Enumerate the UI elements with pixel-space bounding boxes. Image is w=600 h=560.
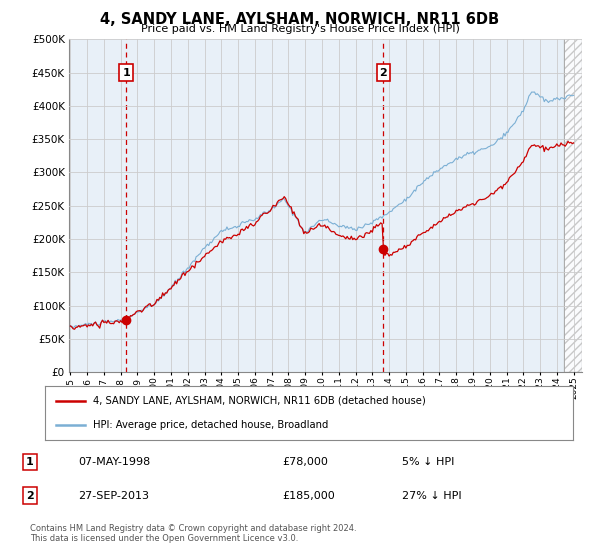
Text: 5% ↓ HPI: 5% ↓ HPI [402,457,454,467]
Text: 4, SANDY LANE, AYLSHAM, NORWICH, NR11 6DB (detached house): 4, SANDY LANE, AYLSHAM, NORWICH, NR11 6D… [92,396,425,406]
Text: £185,000: £185,000 [282,491,335,501]
Text: 1: 1 [122,68,130,77]
Text: 07-MAY-1998: 07-MAY-1998 [78,457,150,467]
Bar [564,39,582,372]
Text: HPI: Average price, detached house, Broadland: HPI: Average price, detached house, Broa… [92,420,328,430]
Text: 2: 2 [380,68,388,77]
Text: 2: 2 [26,491,34,501]
Text: £78,000: £78,000 [282,457,328,467]
Text: 27% ↓ HPI: 27% ↓ HPI [402,491,461,501]
Text: 1: 1 [26,457,34,467]
Text: 27-SEP-2013: 27-SEP-2013 [78,491,149,501]
Text: Contains HM Land Registry data © Crown copyright and database right 2024.
This d: Contains HM Land Registry data © Crown c… [30,524,356,543]
Text: 4, SANDY LANE, AYLSHAM, NORWICH, NR11 6DB: 4, SANDY LANE, AYLSHAM, NORWICH, NR11 6D… [100,12,500,27]
Text: Price paid vs. HM Land Registry's House Price Index (HPI): Price paid vs. HM Land Registry's House … [140,24,460,34]
